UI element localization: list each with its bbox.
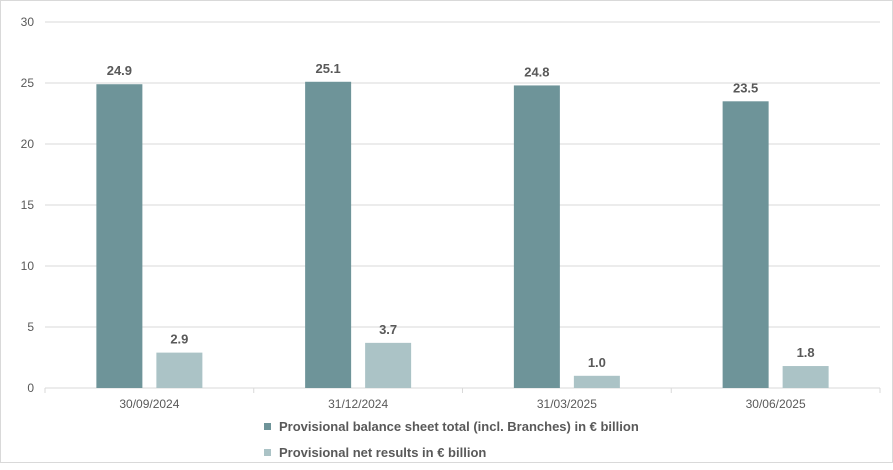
bars: 24.9 2.9 25.1 3.7 24.8 1.0 23.5 1.8 bbox=[96, 61, 829, 389]
x-axis: 30/09/2024 31/12/2024 31/03/2025 30/06/2025 bbox=[44, 388, 881, 411]
y-tick-label: 10 bbox=[21, 259, 35, 273]
data-label: 3.7 bbox=[379, 322, 397, 337]
x-tick-label: 30/06/2025 bbox=[746, 397, 806, 411]
legend-item-balance-sheet: Provisional balance sheet total (incl. B… bbox=[264, 418, 639, 434]
data-label: 2.9 bbox=[170, 332, 188, 347]
y-tick-label: 25 bbox=[21, 76, 35, 90]
bar-net-results bbox=[156, 352, 203, 388]
bar-balance-sheet bbox=[722, 101, 769, 389]
y-tick-label: 15 bbox=[21, 198, 35, 212]
legend-swatch bbox=[264, 422, 271, 430]
y-tick-label: 5 bbox=[27, 320, 34, 334]
bar-balance-sheet bbox=[513, 85, 560, 388]
x-tick-label: 31/03/2025 bbox=[537, 397, 597, 411]
legend: Provisional balance sheet total (incl. B… bbox=[264, 418, 639, 470]
legend-item-net-results: Provisional net results in € billion bbox=[264, 444, 639, 460]
data-label: 24.8 bbox=[524, 64, 549, 79]
y-tick-label: 30 bbox=[21, 15, 35, 29]
bar-net-results bbox=[365, 342, 412, 388]
x-tick-label: 30/09/2024 bbox=[119, 397, 179, 411]
legend-label: Provisional balance sheet total (incl. B… bbox=[279, 418, 639, 434]
bar-balance-sheet bbox=[305, 81, 352, 388]
bar-net-results bbox=[573, 375, 620, 388]
data-label: 1.8 bbox=[797, 345, 815, 360]
data-label: 1.0 bbox=[588, 355, 606, 370]
data-label: 24.9 bbox=[107, 63, 132, 78]
legend-swatch bbox=[264, 448, 271, 456]
data-label: 25.1 bbox=[315, 61, 340, 76]
y-tick-label: 20 bbox=[21, 137, 35, 151]
x-tick-label: 31/12/2024 bbox=[328, 397, 388, 411]
y-axis: 0 5 10 15 20 25 30 bbox=[21, 15, 35, 395]
bar-balance-sheet bbox=[96, 84, 143, 388]
y-tick-label: 0 bbox=[27, 381, 34, 395]
legend-label: Provisional net results in € billion bbox=[279, 444, 487, 460]
data-label: 23.5 bbox=[733, 80, 758, 95]
bar-net-results bbox=[782, 366, 829, 388]
